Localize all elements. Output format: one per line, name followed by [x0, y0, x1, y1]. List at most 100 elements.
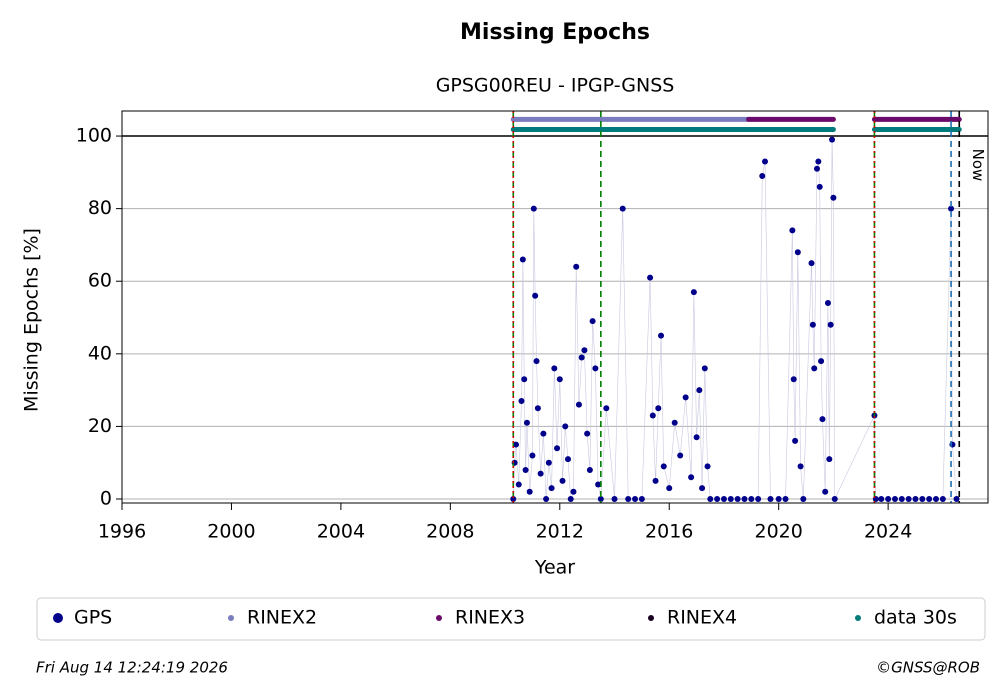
gps-point: [782, 496, 789, 503]
gps-point: [526, 488, 533, 495]
gps-point: [727, 496, 734, 503]
x-tick-label: 2012: [536, 521, 584, 543]
timestamp: Fri Aug 14 12:24:19 2026: [36, 659, 228, 677]
y-tick-label: 40: [88, 342, 112, 364]
gps-point: [707, 496, 714, 503]
gps-point: [933, 496, 940, 503]
gps-point: [734, 496, 741, 503]
gps-point: [762, 158, 769, 165]
legend-label: data 30s: [874, 607, 957, 629]
gps-point: [775, 496, 782, 503]
gps-point: [759, 172, 766, 179]
gps-point: [589, 318, 596, 325]
gps-point: [948, 205, 955, 212]
gps-point: [790, 376, 797, 383]
gps-point: [575, 401, 582, 408]
gps-point: [926, 496, 933, 503]
gps-point: [584, 430, 591, 437]
gps-point: [522, 466, 529, 473]
gps-point: [818, 358, 825, 365]
gps-point: [885, 496, 892, 503]
gps-point: [655, 405, 662, 412]
gps-point: [800, 496, 807, 503]
gps-point: [529, 452, 536, 459]
gps-point: [523, 419, 530, 426]
gps-point: [878, 496, 885, 503]
gps-point: [548, 485, 555, 492]
gps-point: [792, 437, 799, 444]
gps-point: [530, 205, 537, 212]
gps-point: [809, 321, 816, 328]
event-label: Now: [969, 149, 987, 182]
gps-point: [693, 434, 700, 441]
connector-line: [512, 139, 957, 500]
gps-point: [815, 158, 822, 165]
gps-point: [819, 416, 826, 423]
legend-marker: [648, 615, 654, 621]
legend-marker: [855, 615, 861, 621]
gps-point: [829, 136, 836, 143]
gps-point: [638, 496, 645, 503]
gps-point: [891, 496, 898, 503]
gps-point: [748, 496, 755, 503]
gps-point: [690, 289, 697, 296]
gps-point: [701, 365, 708, 372]
gps-point: [578, 354, 585, 361]
x-tick-label: 1996: [98, 521, 146, 543]
gps-point: [540, 430, 547, 437]
y-tick-label: 100: [76, 125, 112, 147]
gps-point: [564, 456, 571, 463]
x-tick-label: 2000: [207, 521, 255, 543]
gps-point: [688, 474, 695, 481]
gps-point: [813, 165, 820, 172]
legend-label: RINEX3: [455, 607, 525, 629]
gps-point: [822, 488, 829, 495]
gps-point: [592, 365, 599, 372]
gps-point: [562, 423, 569, 430]
gps-point: [939, 496, 946, 503]
gps-point: [658, 332, 665, 339]
gps-point: [919, 496, 926, 503]
gps-point: [714, 496, 721, 503]
gps-point: [811, 365, 818, 372]
gps-point: [649, 412, 656, 419]
gps-point: [597, 496, 604, 503]
gps-point: [619, 205, 626, 212]
gps-point: [581, 347, 588, 354]
x-tick-label: 2004: [317, 521, 365, 543]
gps-point: [652, 477, 659, 484]
gps-point: [545, 459, 552, 466]
gps-point: [808, 260, 815, 267]
gps-point: [518, 398, 525, 405]
gps-point: [953, 496, 960, 503]
gps-point: [826, 456, 833, 463]
gps-point: [533, 358, 540, 365]
legend-marker: [436, 615, 442, 621]
gps-point: [816, 183, 823, 190]
legend-marker: [53, 613, 63, 623]
x-tick-label: 2024: [864, 521, 912, 543]
gps-point: [696, 387, 703, 394]
gps-point: [510, 496, 517, 503]
gps-point: [513, 441, 520, 448]
gps-point: [543, 496, 550, 503]
gps-point: [831, 496, 838, 503]
gps-point: [556, 376, 563, 383]
gps-point: [603, 405, 610, 412]
gps-point: [632, 496, 639, 503]
legend-marker: [228, 615, 234, 621]
y-axis-label: Missing Epochs [%]: [21, 228, 43, 412]
gps-point: [532, 292, 539, 299]
gps-point: [789, 227, 796, 234]
legend-label: GPS: [74, 607, 112, 629]
gps-point: [611, 496, 618, 503]
gps-point: [682, 394, 689, 401]
gps-point: [586, 466, 593, 473]
legend-label: RINEX4: [667, 607, 737, 629]
gps-point: [720, 496, 727, 503]
gps-point: [797, 463, 804, 470]
gps-point: [551, 365, 558, 372]
gps-point: [570, 488, 577, 495]
chart-title: Missing Epochs: [460, 20, 650, 45]
